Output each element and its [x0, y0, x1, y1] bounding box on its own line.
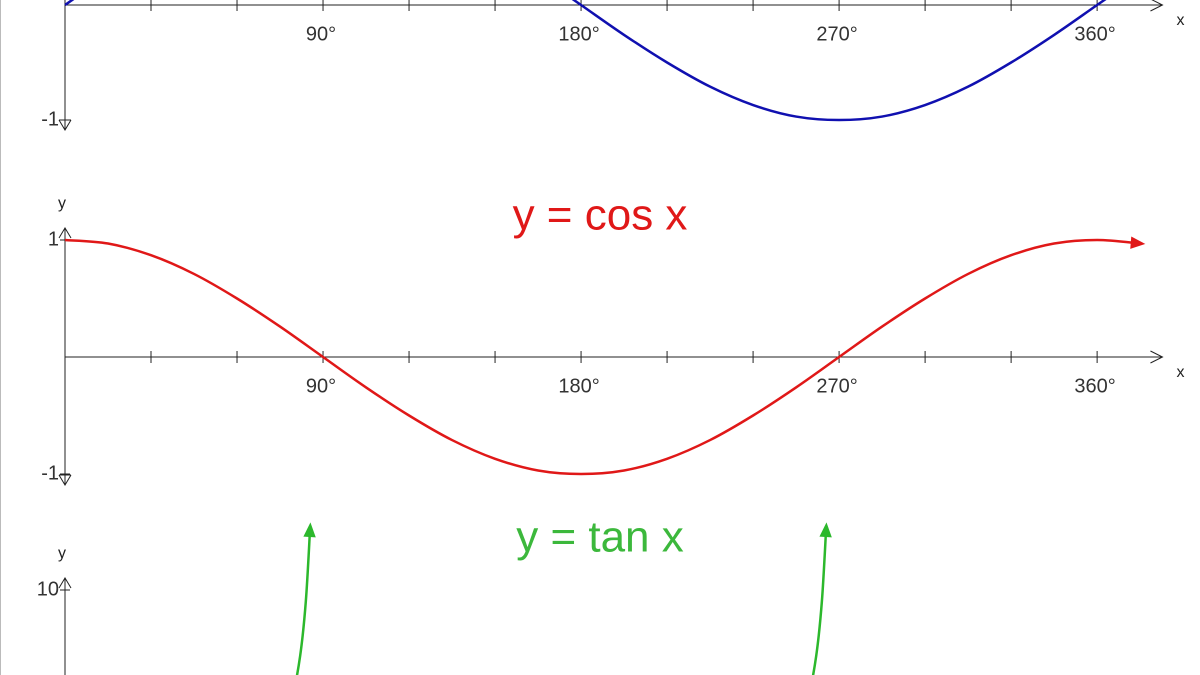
- curve-arrow: [1130, 236, 1146, 249]
- x-axis-arrow: [1150, 350, 1164, 364]
- y-tick-label: -1: [41, 108, 59, 130]
- chart-title: y = cos x: [513, 191, 688, 240]
- y-axis-arrow: [58, 227, 72, 239]
- y-tick-label: 1: [48, 228, 59, 250]
- curve: [64, 238, 1141, 476]
- curve: [64, 0, 1107, 122]
- curve: [811, 527, 828, 675]
- x-tick-label: 90°: [306, 375, 336, 397]
- y-axis-arrow: [58, 474, 72, 486]
- chart-title: y = tan x: [516, 513, 684, 562]
- y-tick-label: 10: [37, 578, 59, 600]
- x-tick-label: 180°: [558, 375, 599, 397]
- x-axis-label: x: [1176, 12, 1184, 29]
- x-axis-arrow: [1150, 0, 1164, 12]
- x-axis-label: x: [1176, 364, 1184, 381]
- x-tick-label: 180°: [558, 23, 599, 45]
- y-axis-arrow: [58, 577, 72, 589]
- y-axis-label: y: [58, 545, 66, 562]
- x-tick-label: 360°: [1074, 375, 1115, 397]
- x-tick-label: 270°: [816, 23, 857, 45]
- y-tick-label: -1: [41, 462, 59, 484]
- x-tick-label: 360°: [1074, 23, 1115, 45]
- x-tick-label: 270°: [816, 375, 857, 397]
- curve-arrow: [303, 522, 316, 538]
- curve: [295, 527, 312, 675]
- y-axis-label: y: [58, 195, 66, 212]
- curve-arrow: [819, 522, 832, 538]
- x-tick-label: 90°: [306, 23, 336, 45]
